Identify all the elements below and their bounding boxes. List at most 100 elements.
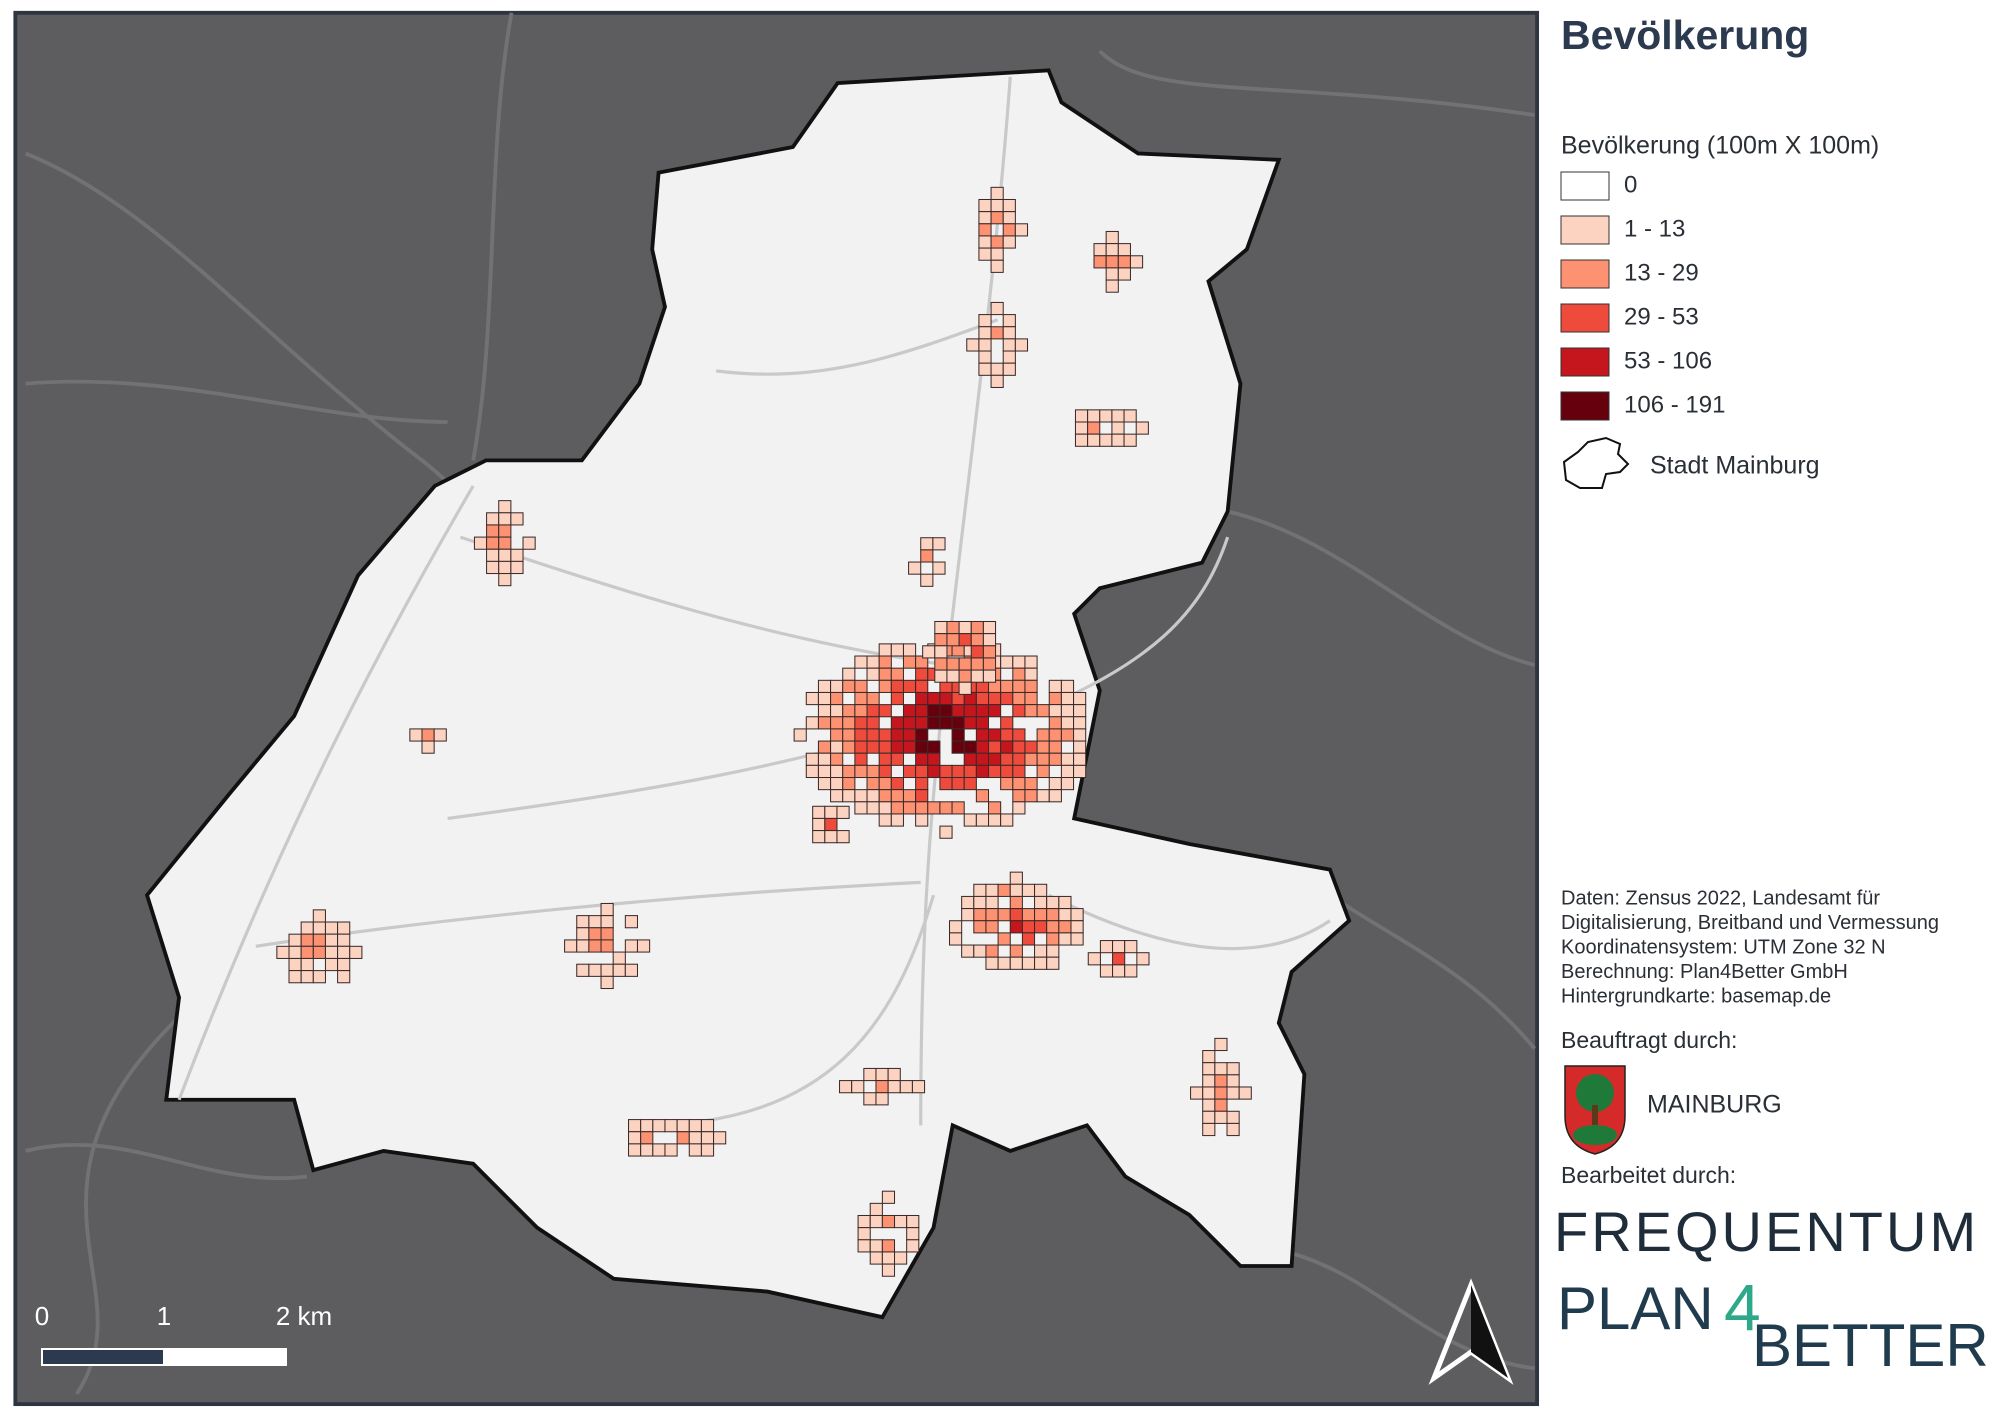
- grid-cell: [1009, 883, 1023, 897]
- legend-title: Bevölkerung (100m X 100m): [1561, 132, 1879, 160]
- grid-cell: [958, 657, 972, 671]
- grid-cell: [1123, 433, 1137, 447]
- grid-cell: [915, 801, 929, 815]
- legend-swatch: [1560, 259, 1610, 289]
- grid-cell: [970, 633, 984, 647]
- grid-cell: [985, 920, 999, 934]
- grid-cell: [946, 657, 960, 671]
- grid-cell: [812, 830, 826, 844]
- legend-swatch: [1560, 391, 1610, 421]
- grid-cell: [1117, 267, 1131, 281]
- grid-cell: [1135, 421, 1149, 435]
- grid-cell: [902, 801, 917, 815]
- grid-cell: [1074, 421, 1089, 435]
- grid-cell: [866, 764, 880, 779]
- grid-cell: [887, 1080, 901, 1094]
- grid-cell: [312, 945, 326, 959]
- grid-cell: [958, 669, 972, 683]
- grid-cell: [700, 1119, 715, 1133]
- grid-cell: [978, 362, 992, 376]
- grid-cell: [1036, 740, 1050, 754]
- grid-cell: [337, 970, 351, 984]
- grid-cell: [866, 655, 880, 669]
- grid-cell: [1112, 940, 1126, 954]
- grid-cell: [963, 716, 977, 730]
- grid-cell: [869, 1251, 883, 1265]
- grid-cell: [676, 1131, 690, 1145]
- grid-cell: [510, 512, 524, 526]
- grid-cell: [982, 633, 997, 647]
- grid-cell: [988, 704, 1002, 718]
- grid-cell: [946, 633, 960, 647]
- grid-cell: [920, 573, 934, 587]
- grid-cell: [881, 1239, 896, 1253]
- grid-cell: [878, 667, 892, 681]
- grid-cell: [1034, 956, 1048, 970]
- grid-cell: [1202, 1098, 1216, 1112]
- grid-cell: [906, 1214, 920, 1229]
- grid-cell: [842, 764, 856, 779]
- grid-cell: [817, 740, 832, 754]
- grid-cell: [1048, 716, 1062, 730]
- grid-cell: [875, 1067, 889, 1082]
- grid-cell: [997, 956, 1011, 970]
- grid-cell: [1012, 655, 1026, 669]
- grid-cell: [881, 1251, 896, 1265]
- grid-cell: [866, 789, 880, 803]
- grid-cell: [817, 752, 832, 766]
- grid-cell: [1012, 764, 1026, 779]
- grid-cell: [1000, 776, 1014, 791]
- credits: Daten: Zensus 2022, Landesamt für Digital…: [1561, 887, 1939, 1007]
- municipality-boundary: [144, 68, 1352, 1320]
- grid-cell: [1129, 255, 1144, 269]
- grid-cell: [978, 338, 992, 352]
- grid-cell: [1000, 728, 1014, 742]
- credit-line: Daten: Zensus 2022, Landesamt für: [1561, 887, 1880, 909]
- grid-cell: [963, 813, 977, 827]
- grid-cell: [890, 728, 904, 742]
- grid-cell: [1012, 691, 1026, 706]
- grid-cell: [963, 776, 977, 791]
- grid-cell: [881, 1263, 896, 1277]
- grid-cell: [288, 933, 302, 947]
- grid-cell: [990, 198, 1004, 213]
- grid-cell: [970, 645, 984, 659]
- grid-cell: [866, 740, 880, 754]
- map-title: Bevölkerung: [1561, 12, 1809, 58]
- grid-cell: [1034, 944, 1048, 958]
- grid-cell: [951, 776, 965, 791]
- grid-cell: [854, 704, 868, 718]
- grid-cell: [486, 512, 500, 526]
- grid-cell: [1123, 409, 1137, 423]
- grid-cell: [975, 752, 990, 766]
- legend-label: 106 - 191: [1624, 391, 1725, 418]
- grid-cell: [1002, 326, 1016, 340]
- grid-cell: [902, 764, 917, 779]
- grid-cell: [990, 362, 1004, 376]
- grid-cell: [1060, 716, 1075, 730]
- grid-cell: [990, 301, 1004, 316]
- grid-cell: [1002, 198, 1016, 213]
- grid-cell: [915, 740, 929, 754]
- grid-cell: [1093, 243, 1107, 257]
- grid-cell: [854, 752, 868, 766]
- grid-cell: [1012, 704, 1026, 718]
- grid-cell: [836, 830, 850, 844]
- grid-cell: [337, 957, 351, 972]
- grid-cell: [312, 909, 326, 923]
- grid-cell: [1048, 789, 1062, 803]
- grid-cell: [951, 704, 965, 718]
- grid-cell: [985, 908, 999, 922]
- grid-cell: [1002, 235, 1016, 249]
- grid-cell: [866, 704, 880, 718]
- grid-cell: [1202, 1050, 1216, 1064]
- grid-cell: [978, 198, 992, 213]
- grid-cell: [975, 704, 990, 718]
- grid-cell: [988, 764, 1002, 779]
- grid-cell: [1112, 964, 1126, 978]
- scale-bar: [41, 1348, 287, 1366]
- grid-cell: [902, 704, 917, 718]
- population-grid: [276, 186, 1252, 1277]
- grid-cell: [1214, 1074, 1228, 1088]
- grid-cell: [985, 895, 999, 910]
